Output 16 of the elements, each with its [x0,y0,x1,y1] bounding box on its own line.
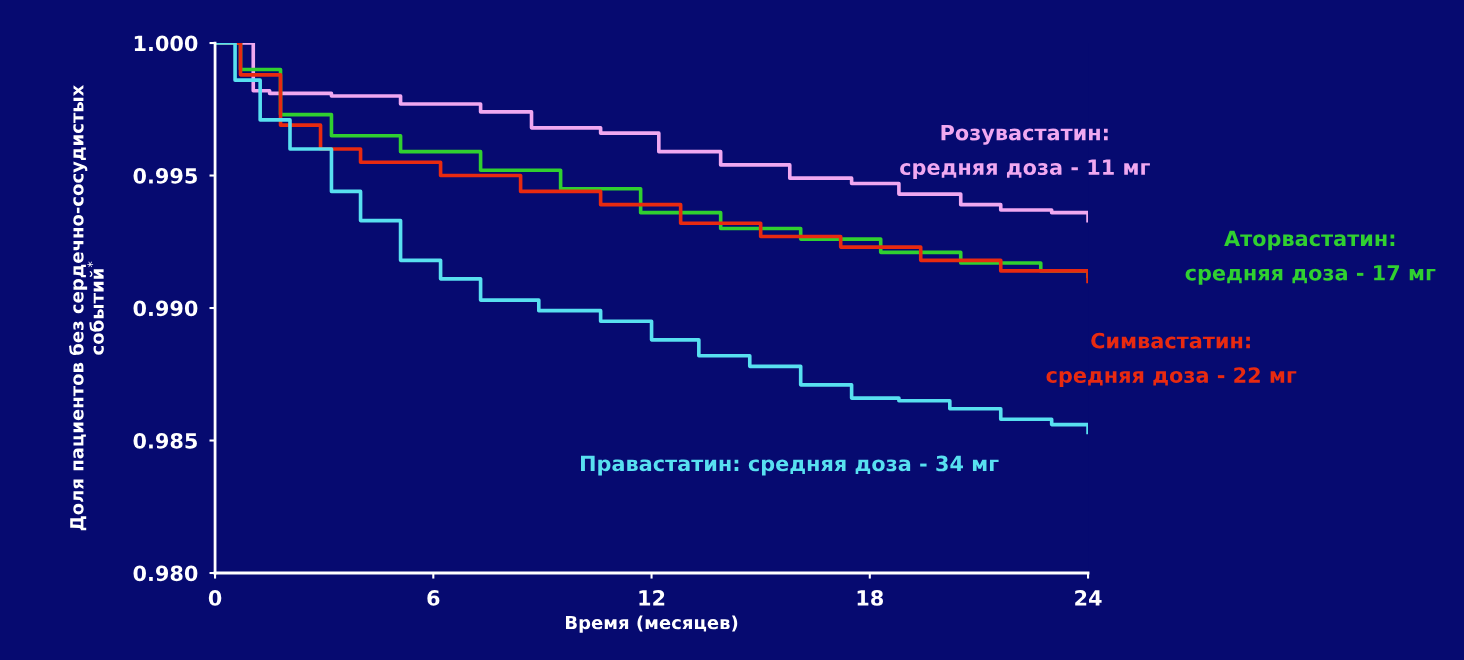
text: Симвастатин: средняя доза - 22 мг [1046,332,1297,387]
x-tick-label: 12 [639,590,665,606]
x-tick-label: 24 [1075,590,1102,606]
y-tick-label: 0.985 [133,432,197,449]
series-label: Правастатин: средняя доза - 34 мг [581,455,999,476]
x-tick-label: 18 [857,590,883,606]
x-tick-label: 0 [208,590,222,606]
x-axis-title: Время (месяцев) [566,615,738,633]
text: Аторвастатин: средняя доза - 17 мг [1185,230,1436,285]
y-tick-label: 0.995 [133,167,197,184]
y-tick-label: 0.980 [133,565,198,582]
y-tick-label: 1.000 [134,35,198,52]
series-label: Розувастатин: средняя доза - 11 мг [900,124,1150,180]
x-tick-label: 6 [427,590,440,606]
y-tick-label: 0.990 [133,300,198,317]
y-axis-title: Доля пациентов без сердечно-сосудистых событий$^{*}$ [69,84,104,531]
